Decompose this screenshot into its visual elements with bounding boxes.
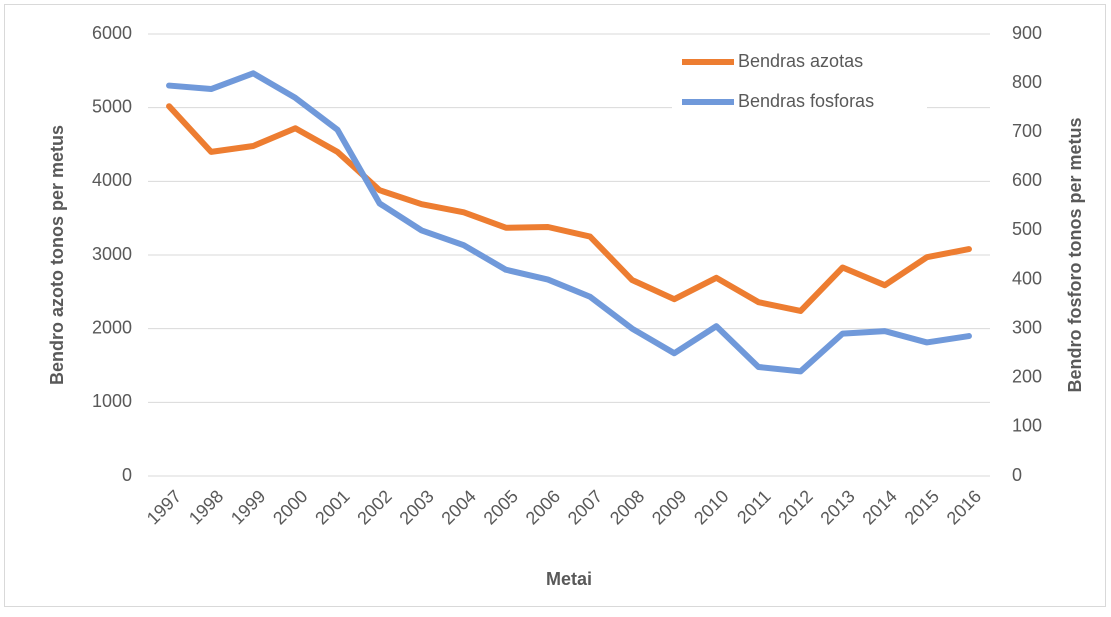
y-tick-label: 5000	[92, 96, 132, 116]
y-tick-label: 4000	[92, 170, 132, 190]
line-series	[166, 103, 972, 314]
x-axis-label: Metai	[546, 569, 592, 589]
y-tick-label: 6000	[92, 23, 132, 43]
y2-tick-label: 600	[1012, 170, 1042, 190]
y2-axis-label: Bendro fosforo tonos per metus	[1065, 117, 1085, 392]
y2-tick-label: 900	[1012, 23, 1042, 43]
y2-tick-label: 0	[1012, 465, 1022, 485]
legend-label: Bendras azotas	[738, 51, 863, 71]
y-tick-label: 3000	[92, 244, 132, 264]
y-tick-label: 1000	[92, 391, 132, 411]
chart-border	[4, 4, 1106, 607]
y-tick-label: 0	[122, 465, 132, 485]
y-axis-label: Bendro azoto tonos per metus	[47, 125, 67, 385]
y2-tick-label: 300	[1012, 317, 1042, 337]
y2-tick-label: 700	[1012, 121, 1042, 141]
line-series	[166, 70, 972, 375]
y-tick-label: 2000	[92, 317, 132, 337]
y2-tick-label: 500	[1012, 219, 1042, 239]
y2-tick-label: 200	[1012, 367, 1042, 387]
legend-label: Bendras fosforas	[738, 91, 874, 111]
y2-tick-label: 800	[1012, 72, 1042, 92]
y2-tick-label: 400	[1012, 268, 1042, 288]
legend-background	[672, 44, 927, 122]
y2-tick-label: 100	[1012, 416, 1042, 436]
